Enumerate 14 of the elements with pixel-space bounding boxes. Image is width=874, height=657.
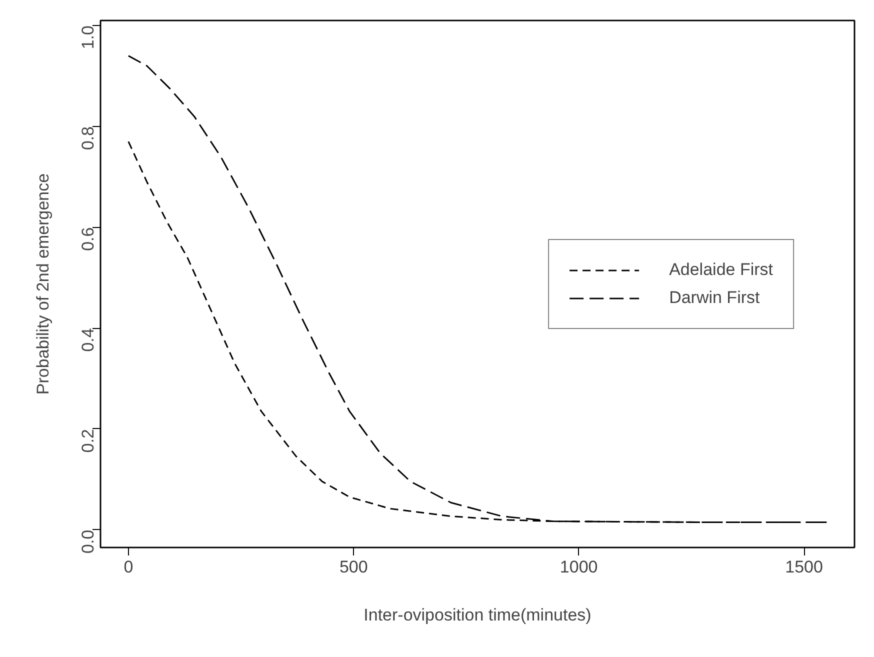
x-tick-label: 1500: [785, 558, 823, 576]
y-axis-title: Probability of 2nd emergence: [34, 173, 52, 395]
y-tick-label: 0.6: [78, 227, 98, 251]
x-tick-label: 0: [124, 558, 134, 576]
legend-label: Darwin First: [669, 288, 760, 308]
x-tick-label: 500: [339, 558, 368, 576]
y-tick-label: 0.0: [78, 530, 98, 554]
x-tick-label: 1000: [560, 558, 598, 576]
y-tick-label: 1.0: [78, 26, 98, 50]
x-axis-title: Inter-oviposition time(minutes): [364, 606, 592, 624]
y-tick-label: 0.8: [78, 126, 98, 150]
y-tick-label: 0.2: [78, 428, 98, 453]
y-tick-label: 0.4: [78, 328, 98, 352]
legend-label: Adelaide First: [669, 260, 773, 280]
